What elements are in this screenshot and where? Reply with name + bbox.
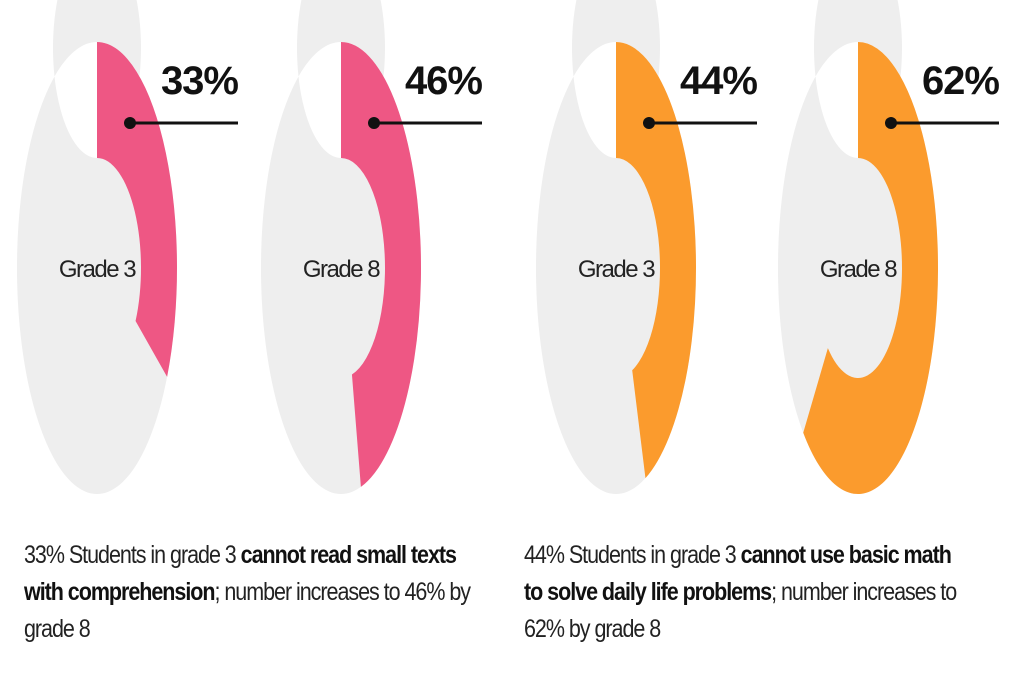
pointer-dot-math-grade-3 (643, 117, 655, 129)
donut-segment-math-grade-8 (803, 42, 938, 495)
center-label-math-grade-3: Grade 3 (578, 256, 655, 283)
donut-segment-reading-grade-8 (341, 42, 421, 487)
value-label-math-grade-8: 62% (922, 59, 999, 103)
value-label-reading-grade-8: 46% (405, 59, 482, 103)
value-label-math-grade-3: 44% (680, 59, 757, 103)
pointer-dot-reading-grade-3 (124, 117, 136, 129)
caption-math-bold: cannot use basic math to solve daily lif… (524, 541, 952, 606)
center-label-math-grade-8: Grade 8 (820, 256, 897, 283)
pointer-dot-reading-grade-8 (368, 117, 380, 129)
value-label-reading-grade-3: 33% (161, 59, 238, 103)
caption-reading-pre: 33% Students in grade 3 (24, 541, 241, 569)
caption-reading: 33% Students in grade 3 cannot read smal… (24, 537, 471, 648)
center-label-reading-grade-8: Grade 8 (303, 256, 380, 283)
donut-segment-math-grade-3 (616, 42, 697, 479)
donut-segment-reading-grade-3 (97, 42, 178, 377)
center-label-reading-grade-3: Grade 3 (59, 256, 136, 283)
caption-reading-post: ; number increases to 46% by grade 8 (24, 578, 471, 643)
pointer-dot-math-grade-8 (885, 117, 897, 129)
caption-math: 44% Students in grade 3 cannot use basic… (524, 537, 971, 648)
caption-reading-bold: cannot read small texts with comprehensi… (24, 541, 457, 606)
caption-math-post: ; number increases to 62% by grade 8 (524, 578, 957, 643)
caption-math-pre: 44% Students in grade 3 (524, 541, 741, 569)
